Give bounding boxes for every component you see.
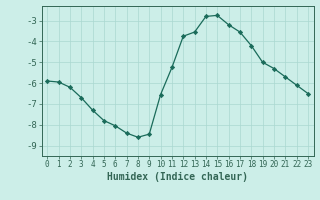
X-axis label: Humidex (Indice chaleur): Humidex (Indice chaleur) — [107, 172, 248, 182]
